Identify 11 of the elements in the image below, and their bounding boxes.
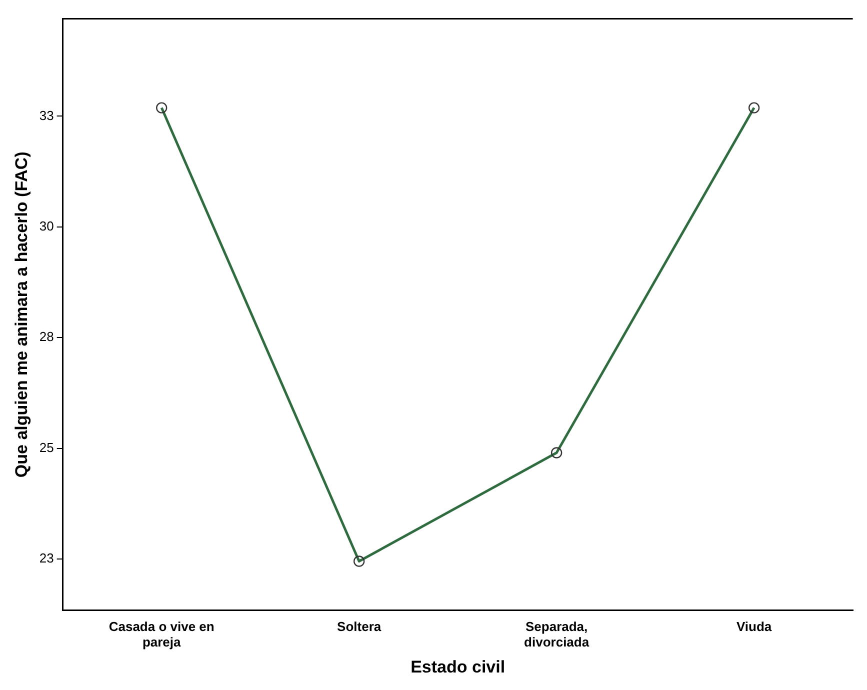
y-tick-label: 28: [39, 329, 54, 344]
y-tick-label: 30: [39, 218, 54, 234]
y-tick-label: 25: [39, 440, 54, 455]
y-axis-title: Que alguien me animara a hacerlo (FAC): [12, 152, 31, 478]
x-axis-title: Estado civil: [410, 657, 506, 676]
y-tick-label: 33: [39, 108, 54, 123]
x-tick-label: Casada o vive en pareja: [108, 618, 214, 650]
x-tick-label: Viuda: [736, 618, 772, 634]
x-tick-label: Soltera: [337, 618, 382, 634]
y-tick-label: 23: [39, 550, 54, 566]
x-tick-label: Separada, divorciada: [524, 618, 590, 650]
